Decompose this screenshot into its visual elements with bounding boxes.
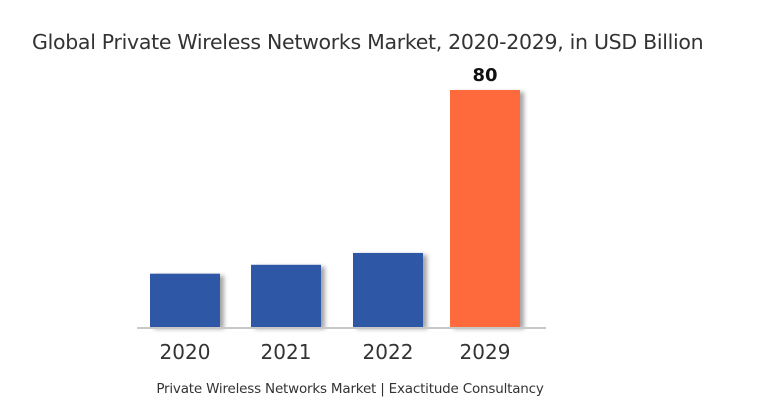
bar-2029 bbox=[450, 90, 520, 327]
x-tick-label: 2022 bbox=[363, 340, 414, 364]
x-tick-label: 2020 bbox=[160, 340, 211, 364]
chart-title: Global Private Wireless Networks Market,… bbox=[32, 30, 704, 54]
bar-2022 bbox=[353, 252, 423, 327]
x-tick-label: 2021 bbox=[261, 340, 312, 364]
bar-2020 bbox=[150, 273, 220, 327]
bar-2021 bbox=[251, 264, 321, 327]
data-label: 80 bbox=[472, 65, 497, 86]
x-tick-label: 2029 bbox=[460, 340, 511, 364]
chart-caption: Private Wireless Networks Market | Exact… bbox=[156, 381, 544, 397]
